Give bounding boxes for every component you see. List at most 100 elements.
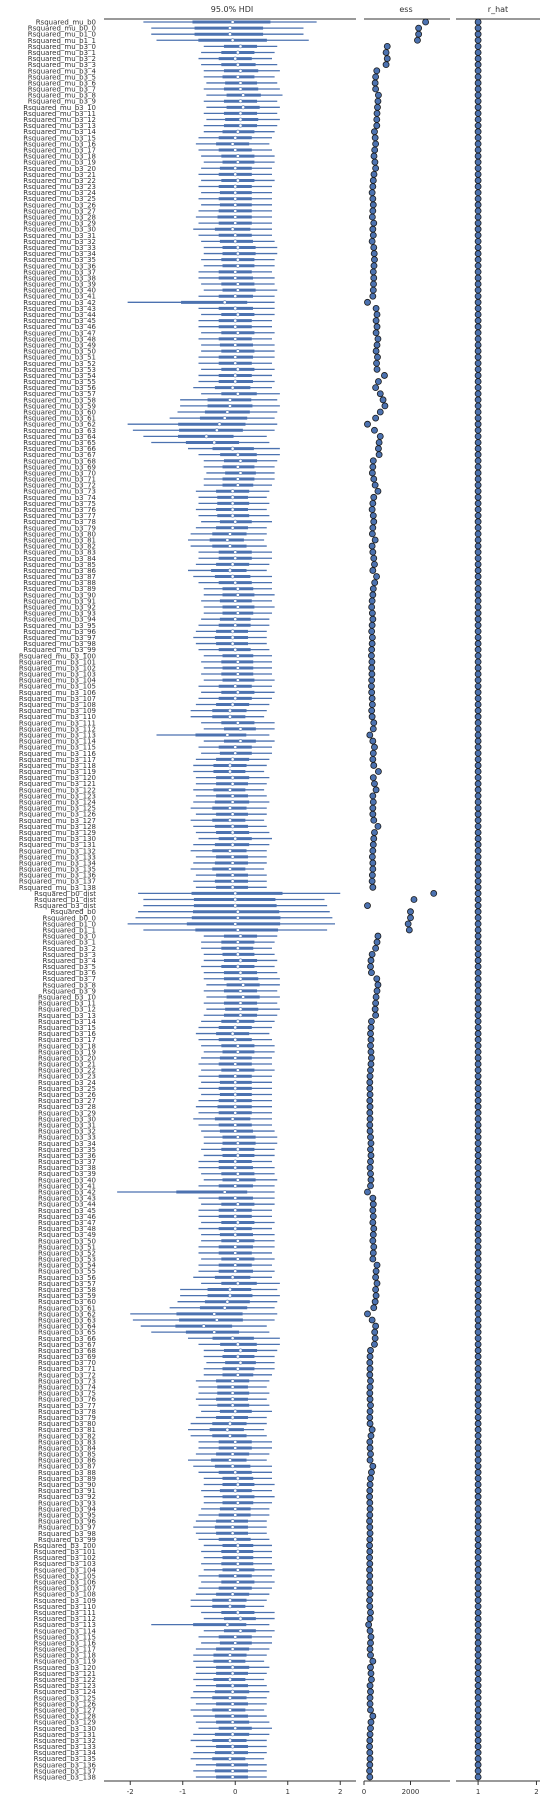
mean-point (235, 1366, 240, 1371)
param-label: Rsquared_b3_130 (34, 1725, 96, 1733)
rhat-point (474, 1322, 482, 1330)
ess-point (364, 902, 371, 909)
param-label: Rsquared_mu_b3_70 (23, 469, 96, 477)
param-label: Rsquared_mu_b3_8 (28, 92, 96, 100)
rhat-point (474, 548, 482, 556)
ess-point (375, 91, 382, 99)
ess-point (366, 1407, 374, 1415)
ess-point (430, 890, 438, 897)
rhat-point (474, 1615, 482, 1622)
param-label: Rsquared_mu_b3_45 (23, 317, 96, 325)
param-label: Rsquared_mu_b3_39 (23, 281, 96, 289)
rhat-point (474, 1085, 482, 1092)
param-label: Rsquared_mu_b3_9 (28, 98, 96, 106)
rhat-point (474, 67, 482, 75)
ess-point (369, 1212, 377, 1220)
panel-titles: 95.0% HDI ess r_hat (211, 5, 508, 14)
rhat-point (474, 1188, 482, 1196)
ess-point (373, 987, 381, 995)
param-label: Rsquared_mu_b3_109 (19, 707, 96, 715)
param-label: Rsquared_b3_74 (38, 1384, 97, 1392)
ess-point (373, 67, 381, 75)
ess-point (372, 317, 380, 324)
ess-point (366, 1481, 374, 1488)
param-label: Rsquared_mu_b1_0 (28, 31, 96, 39)
param-label: Rsquared_mu_b3_115 (19, 744, 96, 752)
param-label: Rsquared_b3_71 (38, 1365, 96, 1373)
rhat-point (474, 774, 482, 782)
param-label: Rsquared_mu_b3_51 (23, 354, 96, 362)
param-label: Rsquared_b3_22 (38, 1067, 96, 1075)
param-label: Rsquared_b3_125 (34, 1694, 96, 1702)
ess-point (367, 1060, 375, 1068)
mean-point (212, 1330, 217, 1335)
param-label: Rsquared_b3_1 (42, 939, 96, 947)
mean-point (238, 111, 243, 116)
ess-point (369, 1206, 377, 1214)
ess-point (368, 695, 376, 702)
param-label: Rsquared_mu_b3_61 (23, 415, 96, 423)
ess-point (370, 493, 378, 501)
rhat-point (474, 1670, 482, 1677)
ess-point (369, 810, 377, 818)
mean-point (230, 1531, 235, 1536)
mean-point (228, 404, 232, 408)
ess-point (367, 1706, 374, 1714)
ess-point (367, 1633, 375, 1641)
param-label: Rsquared_mu_b3_12 (23, 116, 96, 124)
rhat-point (474, 1737, 482, 1744)
mean-point (230, 1403, 235, 1408)
mean-point (230, 1385, 235, 1389)
ess-point (366, 1572, 374, 1580)
param-label: Rsquared_mu_b3_113 (19, 731, 96, 739)
ess-point (366, 1645, 374, 1653)
rhat-point (474, 865, 482, 873)
rhat-point (474, 183, 482, 190)
rhat-point (474, 347, 482, 355)
param-label: Rsquared_b3_48 (38, 1225, 96, 1233)
param-label: Rsquared_mu_b3_42 (23, 299, 96, 307)
param-label: Rsquared_mu_b3_94 (23, 616, 96, 624)
param-label: Rsquared_mu_b3_73 (23, 488, 96, 496)
ess-point (372, 164, 380, 172)
rhat-point (474, 451, 482, 459)
mean-point (230, 1775, 235, 1779)
mean-point (235, 1482, 240, 1487)
ess-point (372, 1011, 380, 1019)
param-label: Rsquared_mu_b3_108 (19, 701, 96, 709)
param-label: Rsquared_b3_103 (34, 1560, 96, 1568)
ess-point (371, 128, 378, 136)
rhat-point (474, 1048, 482, 1056)
param-label: Rsquared_b3_17 (38, 1036, 96, 1044)
param-label: Rsquared_b3_33 (38, 1134, 96, 1142)
ess-point (367, 1377, 374, 1385)
param-label: Rsquared_b3_54 (38, 1262, 97, 1270)
param-label: Rsquared_b3_66 (38, 1335, 97, 1343)
ess-point (368, 658, 376, 666)
mean-point (230, 879, 235, 884)
param-label: Rsquared_mu_b3_81 (23, 536, 96, 544)
rhat-point (474, 871, 482, 879)
rhat-point (474, 1712, 482, 1720)
rhat-point (474, 378, 482, 385)
mean-point (233, 221, 238, 225)
mean-point (230, 1732, 235, 1737)
param-label: Rsquared_mu_b3_65 (23, 439, 96, 447)
mean-point (212, 440, 217, 445)
mean-point (233, 556, 238, 561)
mean-point (238, 739, 243, 743)
param-label: Rsquared_mu_b3_28 (23, 214, 96, 222)
rhat-point (474, 944, 482, 952)
rhat-point (474, 950, 482, 958)
ess-point (366, 1505, 374, 1513)
ess-point (369, 548, 377, 556)
rhat-point (474, 1694, 482, 1702)
ess-point (404, 920, 412, 928)
param-label: Rsquared_mu_b3_33 (23, 244, 96, 252)
mean-point (233, 1263, 238, 1268)
param-label: Rsquared_mu_b3_7 (28, 86, 96, 94)
mean-point (230, 385, 235, 390)
rhat-point (474, 1651, 482, 1659)
